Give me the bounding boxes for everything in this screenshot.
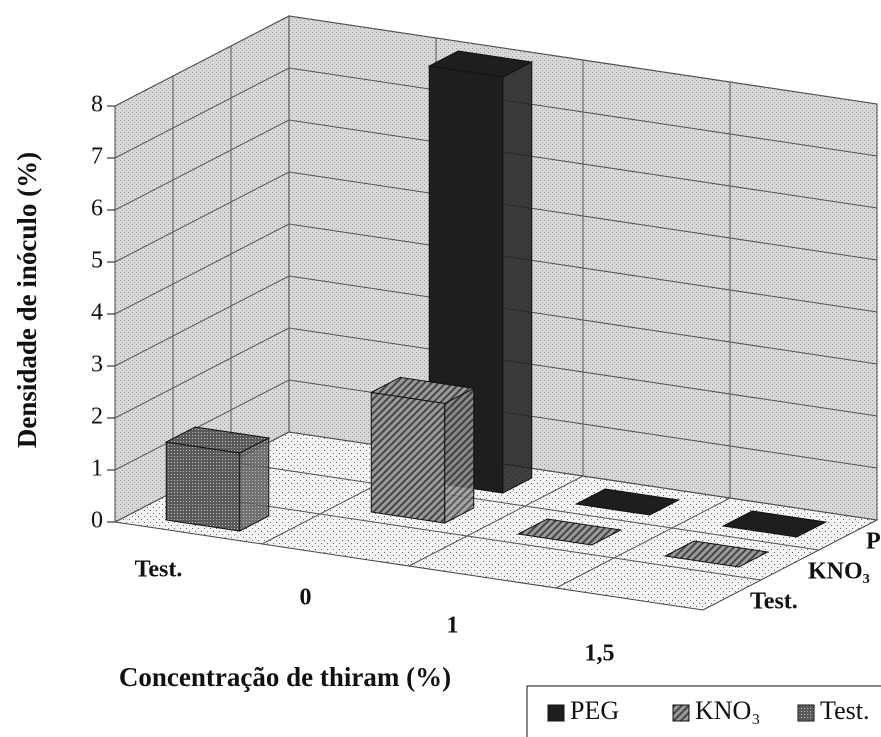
legend-swatch: [547, 704, 565, 722]
bar-side: [444, 387, 475, 524]
x-tick-label: 1: [447, 613, 459, 639]
legend-box: [526, 685, 881, 737]
bar-top: [516, 518, 623, 546]
bar-top: [721, 510, 828, 538]
grid-line: [114, 223, 878, 315]
bar-top: [427, 50, 534, 78]
depth-label: KNO₃: [808, 559, 870, 585]
x-axis-title: Concentração de thiram (%): [119, 662, 451, 692]
bar-side: [502, 61, 533, 494]
depth-label: PEG: [866, 529, 881, 555]
bar-top: [164, 426, 271, 454]
floor-divider: [230, 461, 820, 551]
legend-swatch: [672, 704, 690, 722]
legend-label: PEG: [570, 696, 619, 725]
grid-line: [114, 67, 878, 159]
grid-line: [114, 275, 878, 367]
grid-line: [114, 171, 878, 263]
legend-label: KNO₃: [695, 696, 760, 725]
grid-line: [114, 15, 878, 107]
floor-divider: [172, 491, 762, 581]
floor-divider: [555, 497, 731, 589]
y-axis-title: Densidade de inóculo (%): [12, 152, 42, 448]
x-tick-label: 0: [300, 585, 312, 611]
bar-front: [165, 441, 241, 532]
bar-top: [574, 488, 681, 516]
x-tick-label: 1,5: [585, 641, 615, 667]
y-tick-label: 6: [91, 196, 103, 222]
y-tick-label: 8: [91, 92, 103, 118]
y-tick-label: 3: [91, 352, 103, 378]
y-tick-label: 1: [91, 456, 103, 482]
grid-line: [114, 327, 878, 419]
x-tick-label: Test.: [135, 557, 183, 583]
y-tick-label: 2: [91, 404, 103, 430]
bar-top: [369, 376, 476, 404]
y-tick-label: 0: [91, 508, 103, 534]
grid-line: [114, 119, 878, 211]
legend-swatch: [797, 704, 815, 722]
bar-front: [370, 391, 446, 524]
bar-top: [663, 540, 770, 568]
legend-label: Test.: [820, 696, 869, 725]
y-tick-label: 4: [91, 300, 103, 326]
y-tick-label: 7: [91, 144, 103, 170]
depth-label: Test.: [750, 589, 798, 615]
floor-divider: [408, 475, 584, 567]
y-tick-label: 5: [91, 248, 103, 274]
bar-side: [239, 437, 270, 532]
